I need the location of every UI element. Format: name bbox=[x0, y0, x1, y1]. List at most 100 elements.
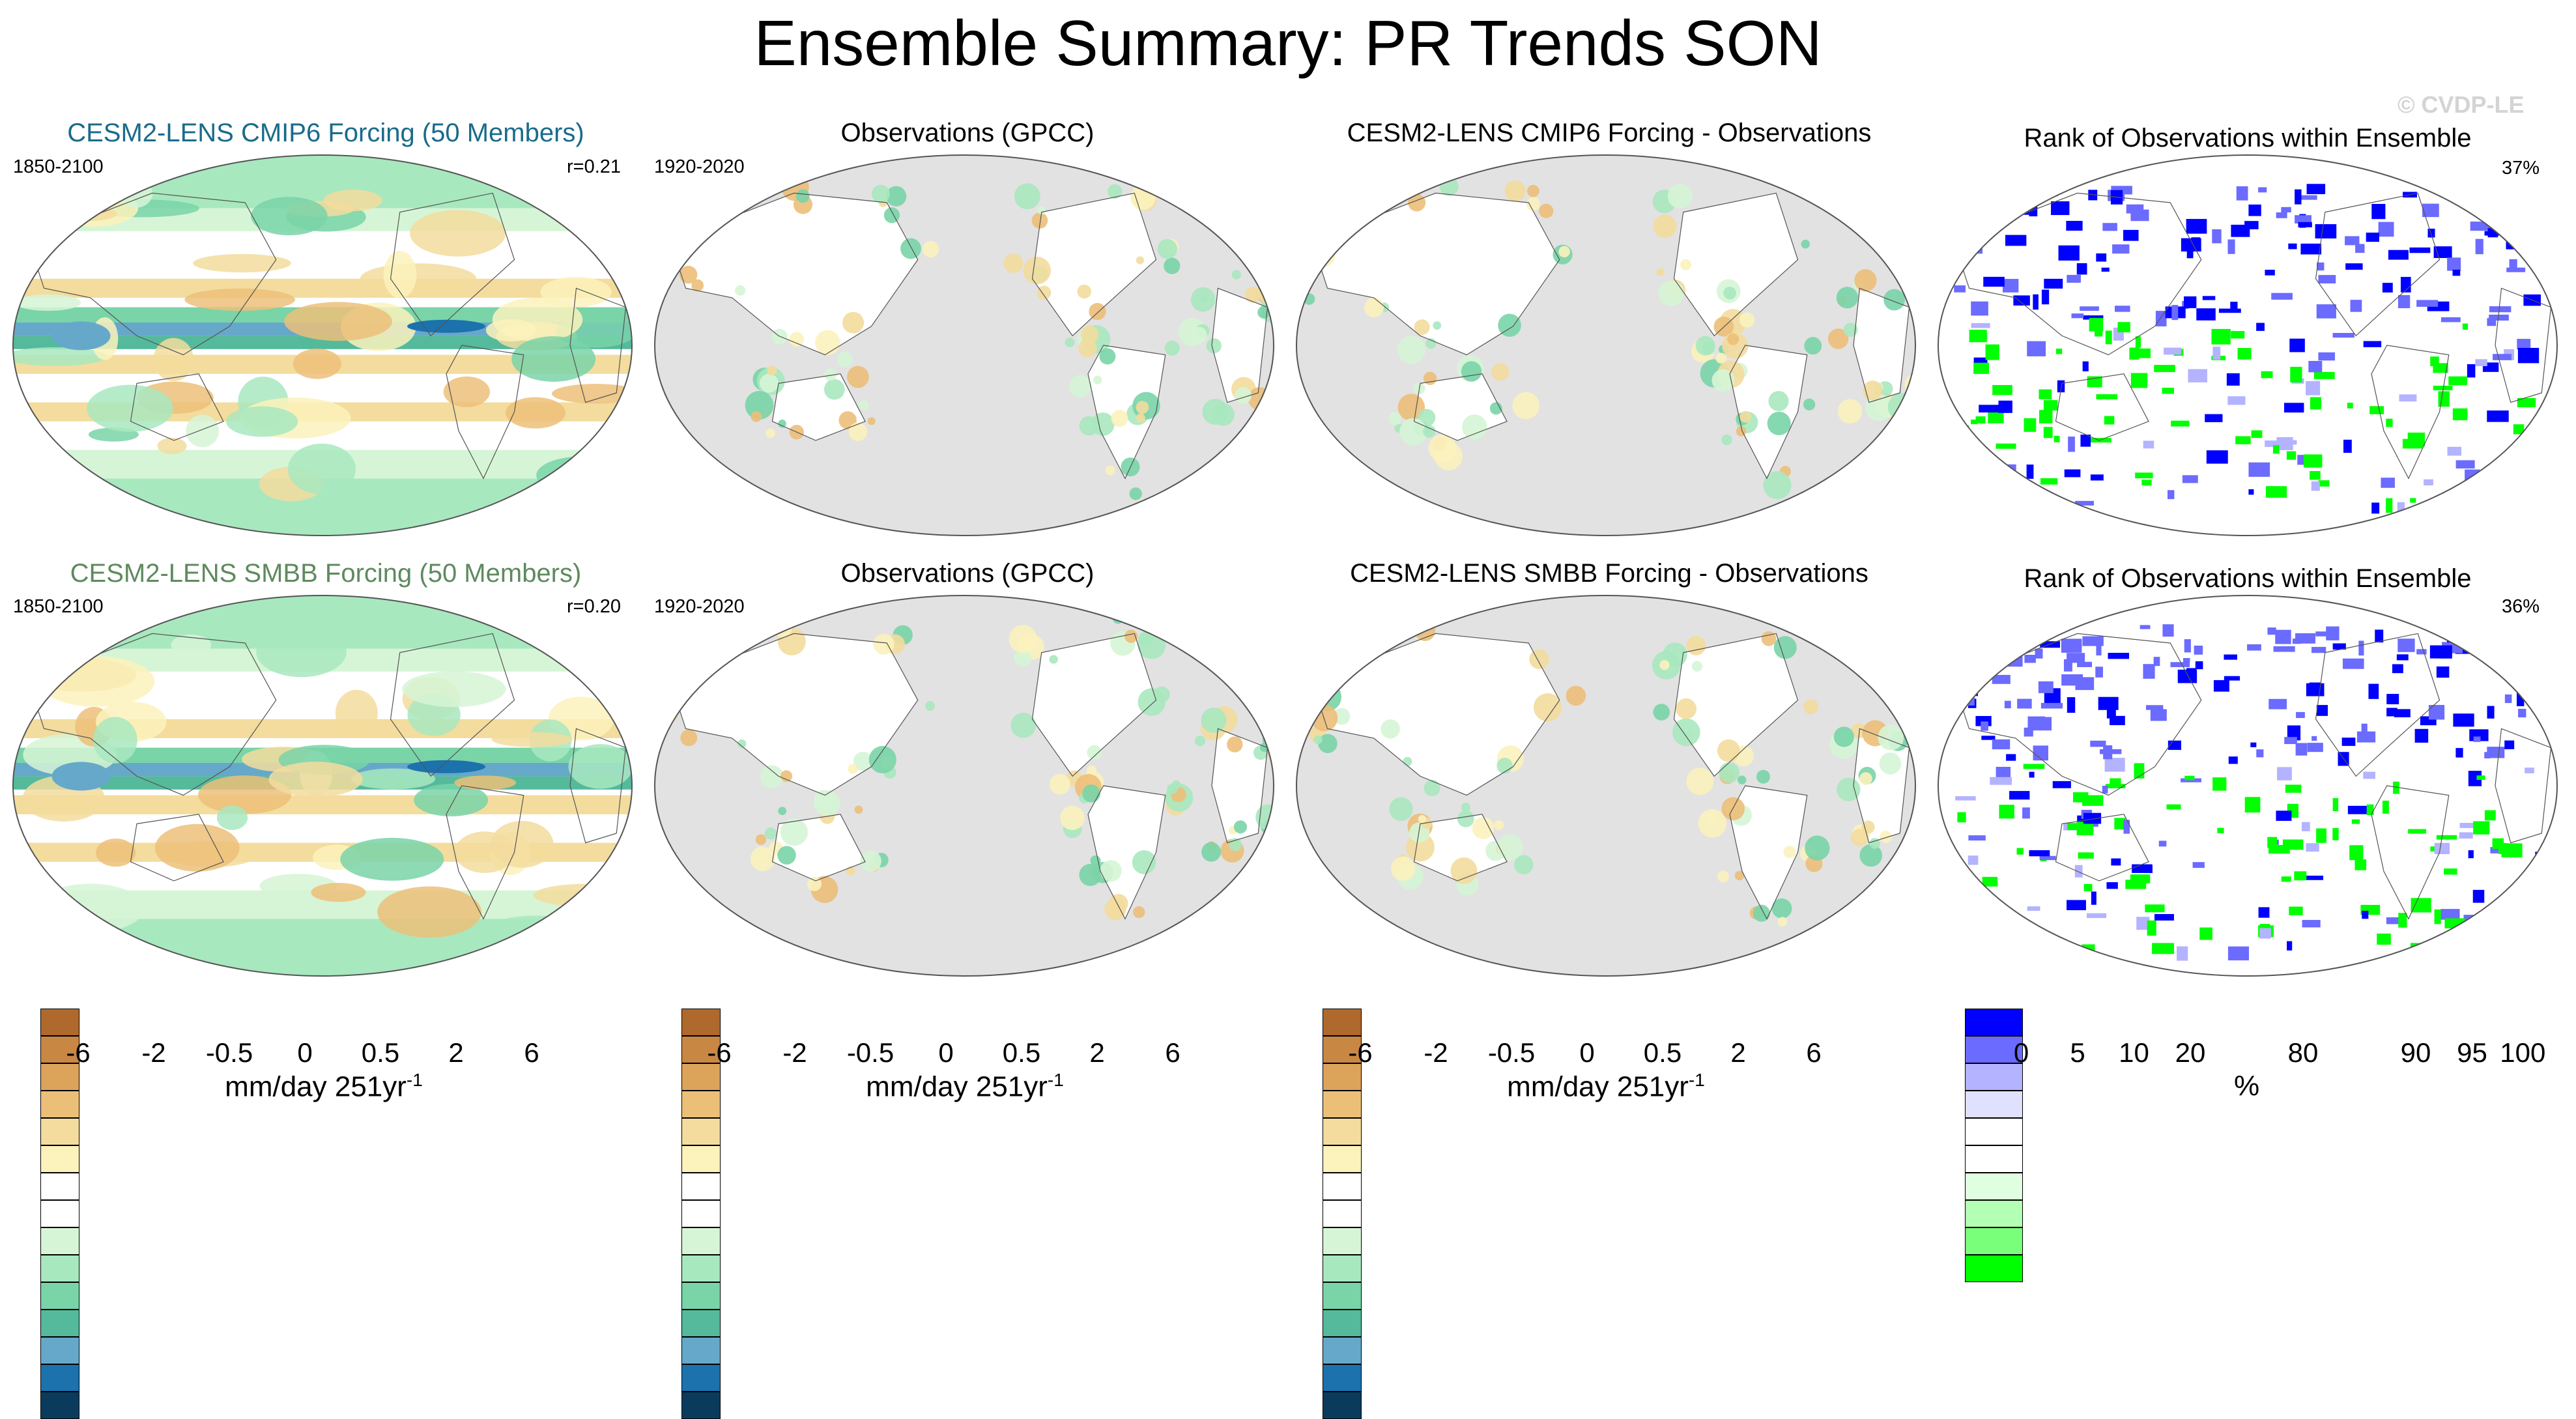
rank-cell bbox=[2369, 406, 2384, 414]
rank-cell bbox=[2075, 677, 2095, 691]
rank-cell bbox=[2436, 835, 2457, 840]
trend-band bbox=[13, 278, 632, 298]
rank-cell bbox=[2429, 645, 2452, 659]
rank-cell bbox=[2040, 641, 2061, 648]
trend-cell bbox=[1199, 294, 1208, 303]
land-mask bbox=[1212, 728, 1268, 843]
trend-cell bbox=[764, 827, 777, 840]
trend-cell bbox=[1833, 726, 1854, 747]
rank-cell bbox=[2455, 748, 2463, 758]
rank-cell bbox=[2271, 293, 2293, 300]
rank-cell bbox=[2361, 723, 2368, 735]
trend-blob bbox=[410, 210, 506, 257]
rank-cell bbox=[2017, 497, 2037, 504]
rank-cell bbox=[1985, 344, 1999, 360]
rank-cell bbox=[2076, 822, 2094, 836]
trend-cell bbox=[1060, 805, 1085, 831]
row1-diff-title: CESM2-LENS CMIP6 Forcing - Observations bbox=[1347, 119, 1872, 147]
trend-cell bbox=[1761, 631, 1777, 646]
rank-cell bbox=[1968, 835, 1986, 841]
rank-cell bbox=[2381, 478, 2395, 488]
land-mask bbox=[1032, 633, 1156, 777]
rank-cell bbox=[1960, 655, 1968, 671]
rank-cell bbox=[2289, 338, 2305, 352]
colorbar-tick-label: -2 bbox=[782, 1037, 807, 1068]
rank-cell bbox=[2017, 698, 2032, 709]
rank-cell bbox=[2213, 680, 2229, 692]
trend-cell bbox=[1164, 340, 1180, 356]
rank-cell bbox=[2064, 469, 2081, 478]
trend-cell bbox=[1423, 371, 1437, 385]
rank-cell bbox=[2140, 625, 2151, 629]
trend-cell bbox=[925, 701, 936, 711]
rank-cell bbox=[2077, 661, 2093, 667]
rank-cell bbox=[2158, 840, 2167, 847]
rank-cell bbox=[2306, 843, 2319, 852]
rank-cell bbox=[2026, 465, 2034, 479]
rank-cell bbox=[2067, 653, 2085, 663]
trend-cell bbox=[1727, 333, 1739, 345]
coastline bbox=[2495, 728, 2552, 844]
rank-cell bbox=[1971, 301, 1988, 316]
trend-cell bbox=[1756, 769, 1771, 784]
rank-cell bbox=[2130, 373, 2148, 388]
trend-blob bbox=[93, 717, 137, 764]
trend-cell bbox=[1010, 712, 1037, 738]
colorbar-box bbox=[681, 1063, 721, 1091]
trend-cell bbox=[1023, 257, 1052, 285]
rank-cell bbox=[2463, 915, 2486, 929]
rank-cell bbox=[2267, 627, 2276, 635]
rank-cell bbox=[2400, 277, 2411, 293]
trend-blob bbox=[51, 321, 111, 351]
rank-cell bbox=[2027, 341, 2046, 356]
trend-cell bbox=[1879, 752, 1902, 775]
trend-cell bbox=[1763, 471, 1792, 500]
trend-cell bbox=[1049, 773, 1070, 795]
trend-cell bbox=[1100, 860, 1122, 882]
rank-cell bbox=[2171, 420, 2190, 427]
rank-cell bbox=[2484, 810, 2496, 821]
trend-blob bbox=[87, 384, 173, 432]
colorbar-box bbox=[681, 1337, 721, 1364]
rank-cell bbox=[2363, 771, 2375, 779]
rank-cell bbox=[2298, 195, 2317, 200]
coastline bbox=[1087, 345, 1166, 480]
rank-cell bbox=[1954, 236, 1975, 245]
rank-cell bbox=[2143, 440, 2154, 449]
row2-obs-title: Observations (GPCC) bbox=[840, 559, 1095, 588]
rank-cell bbox=[2152, 943, 2174, 954]
trend-cell bbox=[1201, 842, 1222, 862]
map-panel-obs-row2 bbox=[654, 595, 1274, 977]
rank-cell bbox=[2261, 371, 2273, 379]
rank-cell bbox=[2265, 440, 2284, 447]
rank-cell bbox=[2087, 913, 2107, 919]
trend-blob bbox=[268, 762, 363, 797]
map-outline bbox=[1938, 595, 2558, 977]
coastline bbox=[2371, 785, 2450, 920]
trend-cell bbox=[1423, 425, 1436, 438]
row2-diff-title: CESM2-LENS SMBB Forcing - Observations bbox=[1350, 559, 1868, 588]
rank-cell bbox=[2424, 479, 2433, 486]
rank-cell bbox=[2071, 313, 2084, 319]
rank-cell bbox=[2170, 662, 2190, 667]
trend-cell bbox=[1533, 693, 1562, 722]
trend-cell bbox=[1080, 325, 1099, 344]
rank-cell bbox=[2476, 775, 2485, 781]
row2-model-title: CESM2-LENS SMBB Forcing (50 Members) bbox=[70, 559, 582, 588]
rank-cell bbox=[1971, 668, 1990, 674]
rank-cell bbox=[2493, 354, 2512, 360]
rank-cell bbox=[1990, 777, 2012, 785]
rank-cell bbox=[2534, 425, 2540, 435]
rank-cell bbox=[2024, 418, 2037, 432]
trend-cell bbox=[1504, 180, 1526, 202]
rank-cell bbox=[2067, 274, 2081, 283]
rank-cell bbox=[2487, 318, 2497, 326]
trend-cell bbox=[1099, 348, 1116, 365]
trend-cell bbox=[1461, 803, 1470, 812]
rank-cell bbox=[2318, 352, 2336, 361]
rank-cell bbox=[2504, 740, 2515, 749]
rank-cell bbox=[2440, 909, 2460, 920]
rank-cell bbox=[2358, 640, 2364, 656]
colorbar-box bbox=[1323, 1337, 1362, 1364]
rank-cell bbox=[2448, 376, 2467, 386]
